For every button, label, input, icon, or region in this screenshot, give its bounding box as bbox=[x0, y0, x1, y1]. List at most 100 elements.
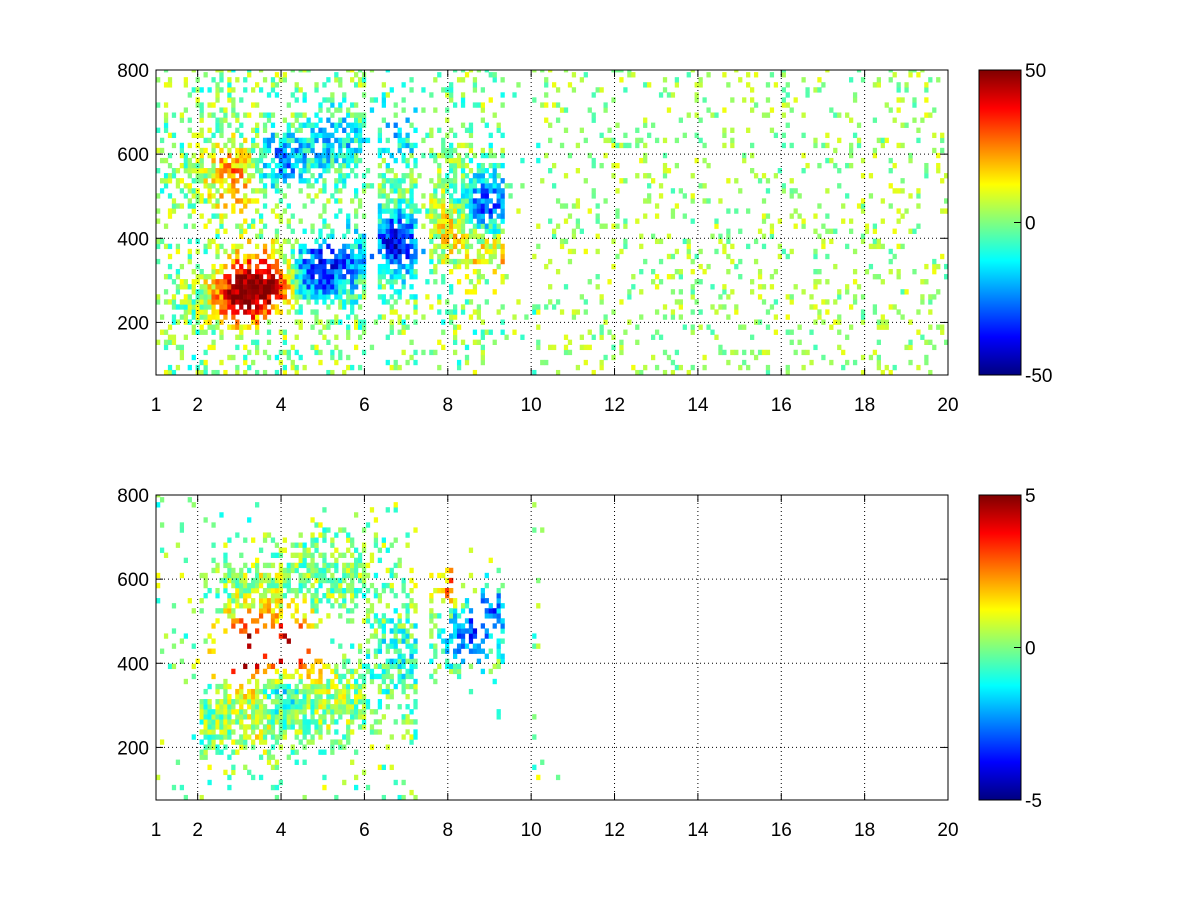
heatmap-cell bbox=[726, 314, 731, 320]
heatmap-cell bbox=[437, 178, 442, 184]
heatmap-cell bbox=[338, 253, 343, 260]
heatmap-cell bbox=[239, 603, 244, 609]
heatmap-cell bbox=[338, 354, 343, 361]
heatmap-cell bbox=[219, 178, 224, 184]
heatmap-cell bbox=[314, 137, 319, 144]
heatmap-cell bbox=[460, 178, 466, 184]
heatmap-cell bbox=[500, 132, 505, 139]
heatmap-cell bbox=[453, 324, 458, 330]
heatmap-cell bbox=[175, 284, 181, 290]
heatmap-cell bbox=[302, 598, 307, 604]
heatmap-cell bbox=[373, 532, 379, 538]
heatmap-cell bbox=[595, 213, 600, 219]
heatmap-cell bbox=[417, 208, 422, 214]
heatmap-cell bbox=[619, 349, 624, 356]
heatmap-cell bbox=[294, 364, 299, 371]
heatmap-cell bbox=[286, 688, 291, 695]
heatmap-cell bbox=[456, 279, 462, 285]
heatmap-cell bbox=[777, 253, 782, 260]
heatmap-cell bbox=[631, 72, 636, 78]
heatmap-cell bbox=[936, 289, 941, 295]
heatmap-cell bbox=[397, 178, 402, 184]
heatmap-cell bbox=[892, 72, 897, 78]
heatmap-cell bbox=[314, 122, 319, 128]
heatmap-cell bbox=[322, 714, 327, 720]
heatmap-cell bbox=[199, 749, 204, 755]
heatmap-cell bbox=[306, 162, 311, 169]
heatmap-cell bbox=[354, 279, 359, 285]
heatmap-cell bbox=[262, 532, 268, 538]
heatmap-cell bbox=[231, 572, 236, 579]
heatmap-cell bbox=[694, 132, 699, 139]
heatmap-cell bbox=[753, 238, 759, 245]
heatmap-cell bbox=[330, 289, 335, 295]
heatmap-cell bbox=[247, 714, 252, 720]
heatmap-cell bbox=[207, 633, 212, 639]
heatmap-cell bbox=[544, 304, 549, 310]
heatmap-cell bbox=[211, 147, 216, 154]
heatmap-cell bbox=[662, 168, 668, 174]
heatmap-cell bbox=[472, 173, 478, 179]
heatmap-cell bbox=[595, 248, 600, 255]
heatmap-cell bbox=[805, 92, 810, 98]
heatmap-cell bbox=[255, 329, 260, 335]
heatmap-cell bbox=[274, 759, 280, 765]
heatmap-cell bbox=[270, 157, 276, 164]
heatmap-cell bbox=[381, 82, 386, 88]
heatmap-cell bbox=[567, 82, 573, 88]
heatmap-cell bbox=[492, 339, 497, 346]
heatmap-cell bbox=[282, 688, 287, 695]
heatmap-cell bbox=[674, 203, 680, 209]
heatmap-cell bbox=[306, 623, 311, 629]
heatmap-cell bbox=[211, 289, 216, 295]
heatmap-cell bbox=[290, 542, 295, 548]
heatmap-cell bbox=[595, 218, 600, 224]
heatmap-cell bbox=[346, 739, 351, 745]
heatmap-cell bbox=[322, 279, 327, 285]
heatmap-cell bbox=[211, 178, 216, 184]
heatmap-cell bbox=[575, 203, 581, 209]
heatmap-cell bbox=[219, 724, 224, 730]
heatmap-cell bbox=[892, 304, 897, 310]
heatmap-cell bbox=[413, 268, 418, 275]
heatmap-cell bbox=[437, 587, 442, 594]
heatmap-cell bbox=[243, 193, 248, 199]
heatmap-cell bbox=[310, 739, 315, 745]
heatmap-cell bbox=[852, 92, 858, 98]
heatmap-cell bbox=[686, 243, 691, 250]
heatmap-cell bbox=[175, 268, 181, 275]
heatmap-cell bbox=[211, 714, 216, 720]
heatmap-cell bbox=[235, 577, 240, 584]
heatmap-cell bbox=[338, 162, 343, 169]
heatmap-cell bbox=[409, 147, 414, 154]
heatmap-cell bbox=[334, 188, 339, 194]
heatmap-cell bbox=[251, 603, 256, 609]
heatmap-cell bbox=[377, 132, 383, 139]
heatmap-cell bbox=[334, 663, 339, 670]
heatmap-cell bbox=[678, 299, 683, 305]
heatmap-cell bbox=[195, 658, 200, 664]
heatmap-cell bbox=[255, 168, 260, 174]
heatmap-cell bbox=[536, 243, 541, 250]
heatmap-cell bbox=[654, 213, 660, 219]
heatmap-cell bbox=[171, 369, 177, 375]
heatmap-cell bbox=[219, 263, 224, 270]
heatmap-cell bbox=[278, 253, 284, 260]
heatmap-cell bbox=[350, 157, 355, 164]
heatmap-cell bbox=[243, 562, 248, 569]
heatmap-cell bbox=[255, 284, 260, 290]
heatmap-cell bbox=[773, 299, 779, 305]
heatmap-cell bbox=[738, 324, 743, 330]
heatmap-cell bbox=[247, 279, 252, 285]
heatmap-cell bbox=[429, 633, 434, 639]
heatmap-cell bbox=[845, 193, 850, 199]
heatmap-cell bbox=[405, 213, 410, 219]
heatmap-cell bbox=[171, 208, 177, 214]
heatmap-cell bbox=[548, 137, 553, 144]
heatmap-cell bbox=[449, 268, 454, 275]
heatmap-cell bbox=[714, 309, 719, 315]
heatmap-cell bbox=[203, 173, 208, 179]
heatmap-cell bbox=[750, 289, 755, 295]
heatmap-cell bbox=[385, 208, 390, 214]
heatmap-cell bbox=[298, 562, 303, 569]
